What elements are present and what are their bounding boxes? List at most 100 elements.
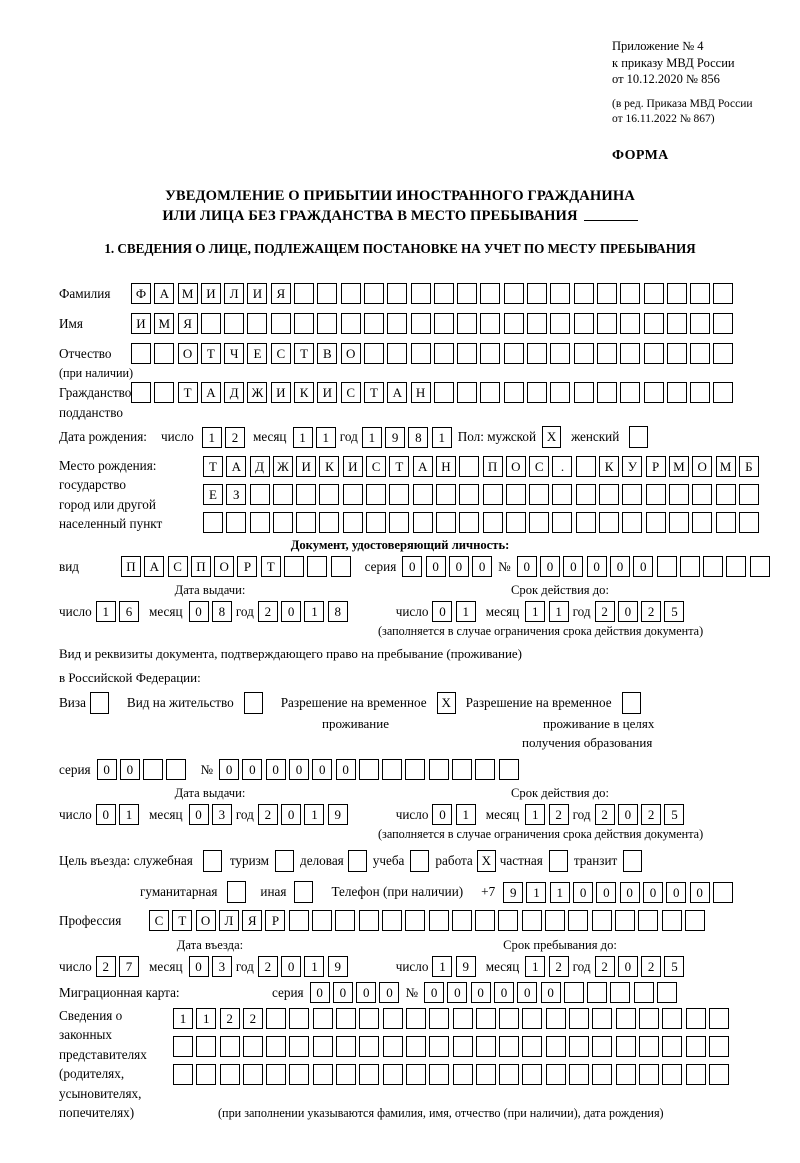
phone-cell[interactable]: 9 [503, 881, 524, 903]
profession-cell[interactable] [545, 910, 566, 931]
permit-number-cell[interactable] [405, 759, 426, 780]
permit-number-cell[interactable] [475, 759, 496, 780]
legal-rep-r2-cell[interactable] [615, 1036, 636, 1057]
legal-rep-r1-cell[interactable] [615, 1008, 636, 1029]
legal-rep-r1-cell[interactable] [312, 1008, 333, 1029]
legal-rep-r1-cell[interactable] [336, 1008, 357, 1029]
legal-rep-r3-cell[interactable] [359, 1064, 380, 1085]
doc-kind-cell[interactable]: П [121, 556, 141, 577]
permit-valid-year-cell[interactable]: 0 [617, 804, 638, 825]
patronymic-cell[interactable] [387, 343, 408, 364]
birthplace-r1-cell[interactable] [459, 456, 480, 477]
doc-number-cell[interactable]: 0 [540, 556, 561, 577]
firstname-cell[interactable] [550, 313, 571, 334]
legal-rep-cells-row3[interactable] [173, 1064, 729, 1085]
surname-cell[interactable] [550, 283, 571, 304]
citizenship-cell[interactable]: Д [224, 382, 245, 403]
firstname-cell[interactable] [387, 313, 408, 334]
birthplace-cells-row3[interactable] [203, 512, 759, 533]
permit-issue-year-cell[interactable]: 2 [257, 804, 278, 825]
birthplace-r2-cell[interactable] [366, 484, 387, 505]
residence-permit-checkbox[interactable] [243, 692, 263, 714]
entry-year-cell[interactable]: 9 [327, 956, 348, 977]
purpose-transit-checkbox[interactable] [623, 850, 643, 872]
profession-cell[interactable] [475, 910, 496, 931]
birthplace-r3-cell[interactable] [715, 512, 736, 533]
doc-kind-cell[interactable] [307, 556, 328, 577]
birthplace-r2-cell[interactable] [459, 484, 480, 505]
birthplace-r2-cell[interactable] [599, 484, 620, 505]
doc-issue-year-cell[interactable]: 2 [257, 601, 278, 622]
profession-cell[interactable] [638, 910, 659, 931]
birthplace-r2-cell[interactable] [692, 484, 713, 505]
stay-month-cell[interactable]: 2 [548, 956, 569, 977]
stay-year-cell[interactable]: 2 [641, 956, 662, 977]
legal-rep-r1-cell[interactable] [289, 1008, 310, 1029]
patronymic-cell[interactable]: Т [294, 343, 315, 364]
citizenship-cell[interactable]: И [270, 382, 291, 403]
profession-cell[interactable] [568, 910, 589, 931]
birth-year-cell[interactable]: 1 [361, 426, 382, 448]
birthplace-r1-cell[interactable]: С [529, 456, 550, 477]
birthplace-r3-cell[interactable] [249, 512, 270, 533]
legal-rep-r1-cell[interactable] [429, 1008, 450, 1029]
doc-kind-cell[interactable]: О [214, 556, 235, 577]
patronymic-cell[interactable] [131, 343, 151, 364]
profession-cell[interactable] [614, 910, 635, 931]
legal-rep-r1-cell[interactable] [545, 1008, 566, 1029]
legal-rep-r2-cell[interactable] [359, 1036, 380, 1057]
birthplace-r3-cell[interactable] [366, 512, 387, 533]
birthplace-r3-cell[interactable] [272, 512, 293, 533]
migration-number-cell[interactable]: 0 [470, 982, 491, 1003]
migration-series-cell[interactable]: 0 [332, 982, 353, 1003]
birthplace-r2-cell[interactable] [645, 484, 666, 505]
permit-number-cell[interactable] [452, 759, 473, 780]
permit-number-cell[interactable] [428, 759, 449, 780]
firstname-cell[interactable] [224, 313, 245, 334]
firstname-cell[interactable] [690, 313, 711, 334]
legal-rep-r1-cell[interactable] [405, 1008, 426, 1029]
legal-rep-r2-cell[interactable] [266, 1036, 287, 1057]
firstname-cell[interactable] [457, 313, 478, 334]
birthplace-r1-cell[interactable]: П [482, 456, 503, 477]
temp-edu-checkbox[interactable] [621, 692, 641, 714]
citizenship-cell[interactable] [596, 382, 617, 403]
legal-rep-r3-cell[interactable] [382, 1064, 403, 1085]
surname-cell[interactable] [666, 283, 687, 304]
legal-rep-r2-cell[interactable] [405, 1036, 426, 1057]
birthplace-r1-cell[interactable]: А [412, 456, 433, 477]
firstname-cell[interactable]: М [154, 313, 175, 334]
citizenship-cell[interactable]: С [340, 382, 361, 403]
purpose-humanitarian-checkbox[interactable] [227, 881, 247, 903]
surname-cell[interactable] [527, 283, 548, 304]
doc-series-cell[interactable]: 0 [425, 556, 446, 577]
birthplace-r1-cell[interactable]: У [622, 456, 643, 477]
patronymic-cell[interactable] [666, 343, 687, 364]
birthplace-r1-cell[interactable]: Н [435, 456, 456, 477]
migration-number-cell[interactable]: 0 [447, 982, 468, 1003]
birthplace-r3-cell[interactable] [692, 512, 713, 533]
permit-issue-year-cell[interactable]: 0 [281, 804, 302, 825]
birthplace-r1-cell[interactable]: С [366, 456, 387, 477]
birthplace-r2-cell[interactable] [552, 484, 573, 505]
firstname-cell[interactable] [340, 313, 361, 334]
birthplace-r1-cell[interactable]: М [715, 456, 736, 477]
birthplace-r2-cell[interactable] [342, 484, 363, 505]
permit-issue-day-cell[interactable]: 1 [119, 804, 140, 825]
legal-rep-r3-cell[interactable] [615, 1064, 636, 1085]
birth-day-cell[interactable]: 1 [201, 426, 222, 448]
permit-series-cell[interactable] [143, 759, 164, 780]
surname-cell[interactable] [596, 283, 617, 304]
doc-number-cell[interactable]: 0 [633, 556, 654, 577]
birthplace-r3-cell[interactable] [599, 512, 620, 533]
citizenship-cell[interactable] [643, 382, 664, 403]
purpose-business-checkbox[interactable] [347, 850, 367, 872]
